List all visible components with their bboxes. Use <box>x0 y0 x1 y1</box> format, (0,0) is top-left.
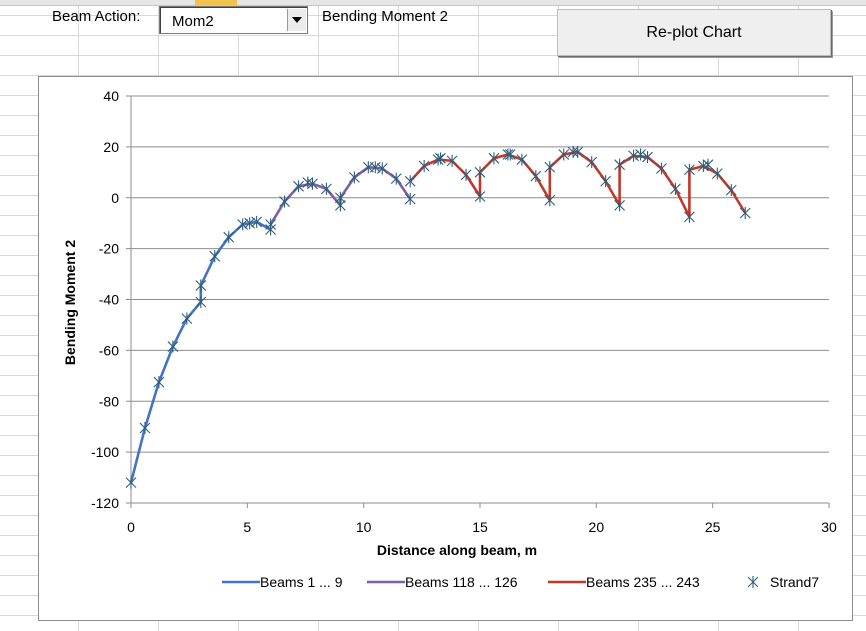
strand7-point <box>195 296 207 309</box>
selected-column-indicator <box>195 0 237 5</box>
legend-item: Beams 1 ... 9 <box>222 574 343 590</box>
strand7-point <box>335 191 346 204</box>
strand7-point <box>244 217 256 230</box>
y-tick-label: -60 <box>99 342 119 358</box>
legend-item: Beams 235 ... 243 <box>548 574 700 590</box>
strand7-point <box>321 182 332 195</box>
dropdown-arrow-button[interactable] <box>287 9 306 31</box>
y-tick-label: 40 <box>103 88 119 104</box>
strand7-point <box>237 218 249 231</box>
strand7-point <box>404 175 416 188</box>
x-axis-title: Distance along beam, m <box>377 542 537 558</box>
legend-label: Beams 118 ... 126 <box>405 574 518 590</box>
legend-item: Beams 118 ... 126 <box>367 574 518 590</box>
strand7-point <box>739 207 751 220</box>
strand7-point <box>181 312 193 325</box>
strand7-point <box>265 218 276 231</box>
legend: Beams 1 ... 9 Beams 118 ... 126 Beams 235 … <box>222 574 819 590</box>
strand7-point <box>167 340 179 353</box>
strand7-point <box>567 145 579 158</box>
strand7-point <box>251 215 263 228</box>
strand7-markers <box>125 145 751 489</box>
series-line-beams-235-243 <box>409 150 747 219</box>
strand7-point <box>684 210 695 223</box>
strand7-point <box>139 421 151 434</box>
strand7-point <box>195 279 207 292</box>
strand7-point <box>488 152 500 165</box>
strand7-point <box>586 156 598 169</box>
y-tick-label: -100 <box>91 444 119 460</box>
strand7-point <box>502 148 514 161</box>
x-tick-label: 20 <box>589 519 605 535</box>
x-tick-label: 30 <box>821 519 837 535</box>
y-tick-label: 20 <box>103 139 119 155</box>
strand7-point <box>504 148 516 161</box>
chevron-down-icon <box>292 17 302 23</box>
strand7-point <box>279 195 290 208</box>
strand7-point <box>628 149 639 162</box>
strand7-point <box>474 190 486 203</box>
strand7-point <box>474 166 486 179</box>
beam-action-description: Bending Moment 2 <box>322 8 448 25</box>
x-tick-label: 0 <box>127 519 135 535</box>
strand7-point <box>516 153 528 166</box>
strand7-point <box>302 176 314 189</box>
legend-label: Beams 235 ... 243 <box>586 574 700 590</box>
series-line-beams-1-9 <box>129 220 272 483</box>
gridlines <box>126 95 829 504</box>
legend-label: Beams 1 ... 9 <box>260 574 343 590</box>
strand7-point <box>446 154 458 167</box>
strand7-point <box>642 151 653 164</box>
strand7-point <box>725 184 737 197</box>
strand7-point <box>125 476 137 489</box>
strand7-point <box>209 250 221 263</box>
strand7-point <box>293 180 304 193</box>
x-tick-label: 10 <box>356 519 372 535</box>
beam-action-dropdown[interactable]: Mom2 <box>159 6 308 34</box>
beam-action-label: Beam Action: <box>52 8 141 25</box>
y-tick-label: 0 <box>111 190 119 206</box>
y-tick-label: -40 <box>99 292 119 308</box>
legend-marker-asterisk <box>747 576 759 588</box>
legend-label: Strand7 <box>770 574 819 590</box>
strand7-point <box>369 161 381 174</box>
legend-item: Strand7 <box>747 574 819 590</box>
y-tick-label: -120 <box>91 495 119 511</box>
strand7-point <box>418 159 430 172</box>
strand7-point <box>656 162 667 175</box>
strand7-point <box>670 182 681 195</box>
y-axis-title: Bending Moment 2 <box>62 240 78 365</box>
x-tick-label: 15 <box>472 519 488 535</box>
strand7-point <box>544 161 556 174</box>
strand7-point <box>702 158 714 171</box>
strand7-point <box>348 171 360 184</box>
strand7-point <box>635 148 646 161</box>
strand7-point <box>153 376 165 389</box>
series-lines <box>129 150 747 483</box>
strand7-point <box>600 175 612 188</box>
axes: 40 20 0 -20 -40 -60 -80 -100 -120 0 5 10 15 20 25 30 <box>91 88 837 535</box>
strand7-point <box>390 172 402 185</box>
y-tick-label: -20 <box>99 241 119 257</box>
column-header-strip <box>0 0 866 6</box>
strand7-point <box>404 193 416 206</box>
strand7-point <box>223 231 235 244</box>
y-tick-label: -80 <box>99 393 119 409</box>
strand7-point <box>530 170 542 183</box>
beam-action-value: Mom2 <box>172 13 214 30</box>
x-tick-label: 25 <box>705 519 721 535</box>
x-tick-label: 5 <box>243 519 251 535</box>
replot-chart-button[interactable]: Re-plot Chart <box>557 9 831 56</box>
chart-frame[interactable]: 40 20 0 -20 -40 -60 -80 -100 -120 0 5 10 15 20 25 30 Di… <box>38 76 853 621</box>
strand7-point <box>614 199 625 212</box>
strand7-point <box>558 148 570 161</box>
strand7-point <box>376 162 388 175</box>
strand7-point <box>614 158 625 171</box>
strand7-point <box>684 163 695 176</box>
strand7-point <box>435 152 446 165</box>
chart-svg: 40 20 0 -20 -40 -60 -80 -100 -120 0 5 10 15 20 25 30 Di… <box>62 88 837 590</box>
strand7-point <box>544 194 556 207</box>
strand7-point <box>460 168 472 181</box>
strand7-point <box>711 167 723 180</box>
